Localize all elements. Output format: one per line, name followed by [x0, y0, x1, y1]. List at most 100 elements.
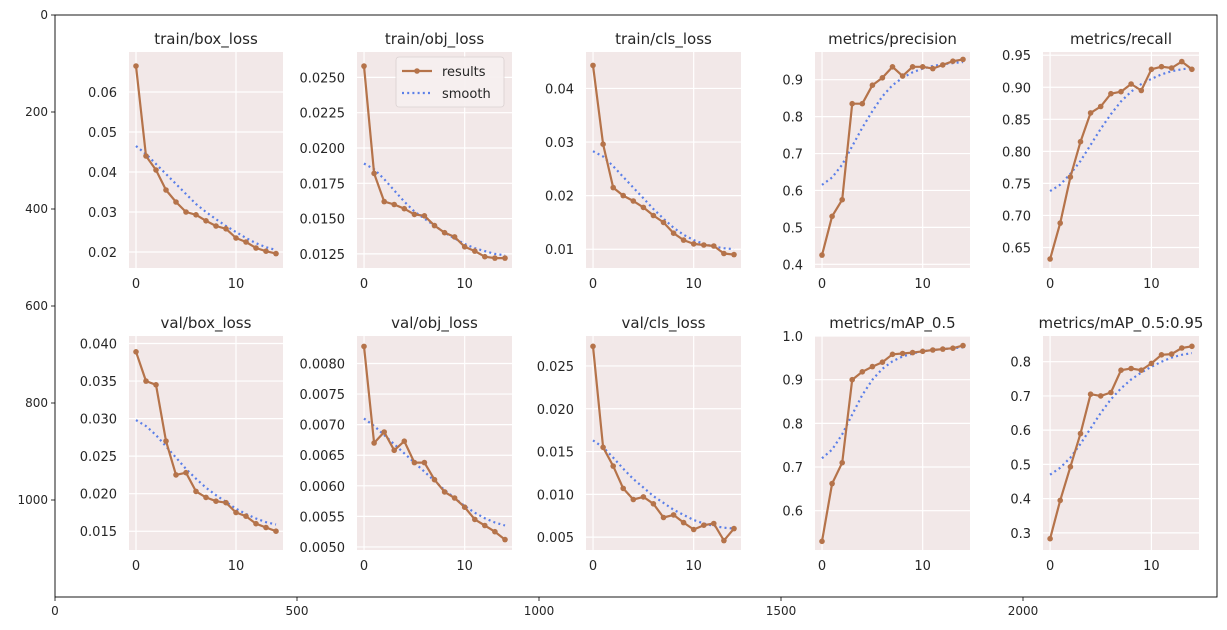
x-tick-label: 10: [228, 277, 245, 292]
results-point: [1108, 389, 1114, 396]
results-point: [909, 349, 916, 356]
results-point: [620, 192, 626, 199]
subplot-background: [815, 336, 970, 550]
outer-y-tick-label: 200: [25, 105, 48, 119]
y-tick-label: 0.01: [545, 243, 574, 258]
results-point: [701, 522, 707, 528]
results-point: [819, 252, 825, 258]
smooth-line: [1049, 66, 1193, 193]
x-tick-label: 0: [1046, 277, 1054, 292]
results-point: [163, 187, 169, 193]
results-point: [461, 244, 468, 250]
results-point: [1118, 367, 1124, 374]
subplot-title: val/box_loss: [161, 314, 252, 333]
results-point: [859, 369, 866, 375]
results-point: [391, 201, 398, 208]
results-point: [909, 64, 916, 70]
x-tick-label: 0: [360, 559, 368, 574]
results-point: [829, 480, 835, 487]
results-point: [879, 359, 886, 366]
x-tick-label: 0: [818, 277, 826, 292]
results-point: [401, 438, 408, 445]
results-point: [213, 498, 219, 505]
results-point: [1138, 87, 1145, 94]
x-tick-label: 0: [1046, 559, 1054, 574]
y-tick-label: 0.05: [88, 126, 117, 141]
subplot-background: [1043, 52, 1199, 268]
results-point: [721, 250, 727, 257]
results-point: [640, 204, 647, 211]
y-tick-label: 0.015: [80, 525, 117, 540]
results-point: [1047, 256, 1053, 262]
results-point: [253, 245, 259, 251]
results-point: [731, 251, 737, 258]
y-tick-label: 0.6: [782, 184, 803, 199]
y-tick-label: 0.010: [537, 488, 574, 503]
results-point: [660, 514, 667, 521]
results-point: [1189, 66, 1195, 73]
x-tick-label: 0: [589, 277, 597, 292]
y-tick-label: 0.015: [537, 446, 574, 461]
y-tick-label: 0.6: [1010, 424, 1031, 439]
y-tick-label: 0.90: [1002, 81, 1031, 96]
results-point: [879, 75, 886, 81]
results-point: [650, 501, 657, 507]
results-point: [839, 196, 845, 203]
results-point: [233, 235, 239, 241]
subplot: 0 10 0.3 0.4 0.5 0.6 0.7 0.8 metrics/mAP_0.5:0.9…: [1010, 314, 1203, 574]
results-point: [829, 213, 835, 220]
results-point: [899, 350, 906, 357]
results-point: [153, 382, 159, 388]
results-point: [401, 205, 408, 212]
y-tick-label: 0.5: [782, 221, 803, 236]
y-tick-label: 0.04: [545, 82, 574, 97]
results-point: [670, 512, 677, 518]
smooth-line: [821, 346, 964, 460]
results-point: [1158, 63, 1165, 70]
results-point: [610, 463, 616, 469]
outer-x-tick-label: 1000: [524, 604, 555, 618]
results-point: [273, 250, 279, 257]
y-tick-label: 0.0080: [300, 358, 346, 373]
y-tick-label: 0.005: [537, 531, 574, 546]
legend: results smooth: [395, 56, 505, 108]
results-point: [193, 488, 199, 495]
results-point: [1057, 220, 1063, 226]
results-point: [650, 212, 657, 219]
outer-x-tick-label: 500: [286, 604, 309, 618]
results-point: [670, 230, 677, 236]
results-point: [391, 447, 398, 454]
subplot: 0 10 0.015 0.020 0.025 0.030 0.035 0.040 val/box…: [80, 314, 283, 574]
results-point: [680, 519, 687, 526]
results-point: [721, 537, 727, 544]
subplot: 0 10 0.005 0.010 0.015 0.020 0.025 val/cls_loss: [537, 314, 741, 574]
outer-x-tick-label: 0: [51, 604, 59, 618]
y-tick-label: 0.03: [545, 136, 574, 151]
results-point: [1179, 345, 1185, 351]
y-tick-label: 0.4: [1010, 493, 1031, 508]
y-tick-label: 0.0070: [300, 419, 346, 434]
results-point: [590, 62, 596, 69]
results-point: [889, 351, 896, 358]
y-tick-label: 0.020: [537, 403, 574, 418]
results-point: [899, 73, 906, 79]
results-point: [193, 212, 199, 218]
y-tick-label: 0.8: [782, 417, 803, 432]
y-tick-label: 0.80: [1002, 145, 1031, 160]
results-point: [223, 226, 229, 232]
results-point: [1077, 430, 1084, 437]
y-tick-label: 0.0250: [300, 71, 346, 86]
results-point: [1097, 103, 1104, 110]
results-point: [1097, 393, 1104, 399]
results-point: [371, 440, 377, 446]
results-point: [482, 253, 488, 260]
results-point: [371, 170, 377, 177]
results-point: [1047, 535, 1053, 542]
results-point: [1128, 365, 1134, 372]
y-tick-label: 0.04: [88, 166, 117, 181]
results-point: [233, 509, 239, 516]
results-point: [492, 255, 498, 261]
subplot-background: [586, 336, 741, 550]
y-tick-label: 0.035: [80, 375, 117, 390]
